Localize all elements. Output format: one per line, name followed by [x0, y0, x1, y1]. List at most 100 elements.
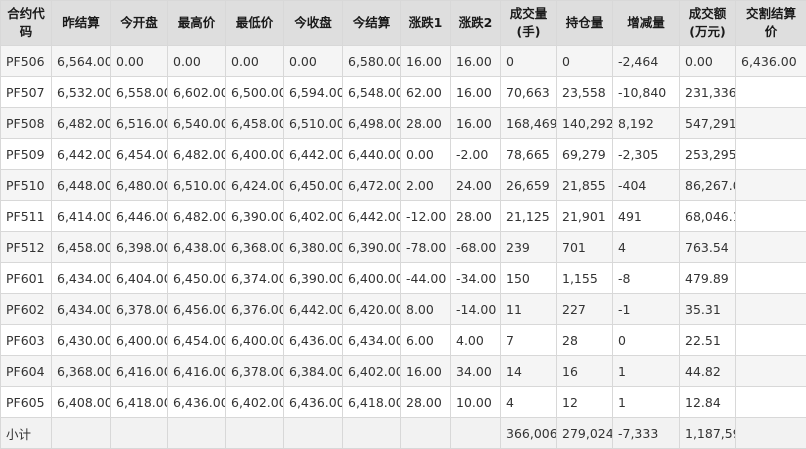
- cell-settlement: 6,434.00: [343, 325, 401, 356]
- column-header-low[interactable]: 最低价: [226, 1, 284, 46]
- cell-change2: 4.00: [451, 325, 501, 356]
- cell-oi-change: -2,305: [613, 139, 680, 170]
- cell-close: 6,450.00: [284, 170, 343, 201]
- column-header-oi-change[interactable]: 增减量: [613, 1, 680, 46]
- cell-high: 6,450.00: [168, 263, 226, 294]
- cell-turnover: 68,046.12: [680, 201, 736, 232]
- cell-change2: 16.00: [451, 46, 501, 77]
- cell-open-interest: 0: [557, 46, 613, 77]
- cell-contract-code: PF602: [1, 294, 52, 325]
- total-cell-close: [284, 418, 343, 449]
- column-header-open[interactable]: 今开盘: [111, 1, 168, 46]
- cell-change1: 28.00: [401, 387, 451, 418]
- cell-open-interest: 69,279: [557, 139, 613, 170]
- total-cell-volume: 366,006: [501, 418, 557, 449]
- cell-contract-code: PF507: [1, 77, 52, 108]
- column-header-prev-settlement[interactable]: 昨结算: [52, 1, 111, 46]
- cell-change1: -12.00: [401, 201, 451, 232]
- column-header-turnover[interactable]: 成交额(万元): [680, 1, 736, 46]
- cell-contract-code: PF604: [1, 356, 52, 387]
- cell-change1: 8.00: [401, 294, 451, 325]
- cell-close: 6,442.00: [284, 294, 343, 325]
- cell-low: 6,458.00: [226, 108, 284, 139]
- cell-prev-settlement: 6,434.00: [52, 263, 111, 294]
- column-header-contract-code[interactable]: 合约代码: [1, 1, 52, 46]
- cell-low: 6,424.00: [226, 170, 284, 201]
- total-cell-change1: [401, 418, 451, 449]
- cell-delivery-settlement: [736, 263, 806, 294]
- cell-high: 6,540.00: [168, 108, 226, 139]
- total-cell-turnover: 1,187,594.99: [680, 418, 736, 449]
- cell-close: 6,380.00: [284, 232, 343, 263]
- cell-volume: 70,663: [501, 77, 557, 108]
- cell-settlement: 6,440.00: [343, 139, 401, 170]
- cell-high: 6,456.00: [168, 294, 226, 325]
- column-header-change2[interactable]: 涨跌2: [451, 1, 501, 46]
- column-header-high[interactable]: 最高价: [168, 1, 226, 46]
- cell-contract-code: PF506: [1, 46, 52, 77]
- total-cell-open: [111, 418, 168, 449]
- cell-low: 6,378.00: [226, 356, 284, 387]
- column-header-change1[interactable]: 涨跌1: [401, 1, 451, 46]
- cell-high: 6,510.00: [168, 170, 226, 201]
- cell-prev-settlement: 6,408.00: [52, 387, 111, 418]
- cell-low: 0.00: [226, 46, 284, 77]
- cell-turnover: 547,291.73: [680, 108, 736, 139]
- cell-open-interest: 28: [557, 325, 613, 356]
- cell-prev-settlement: 6,442.00: [52, 139, 111, 170]
- cell-prev-settlement: 6,368.00: [52, 356, 111, 387]
- cell-close: 6,436.00: [284, 387, 343, 418]
- cell-delivery-settlement: [736, 77, 806, 108]
- cell-open: 6,446.00: [111, 201, 168, 232]
- cell-volume: 0: [501, 46, 557, 77]
- cell-oi-change: 4: [613, 232, 680, 263]
- cell-oi-change: -8: [613, 263, 680, 294]
- cell-change1: 62.00: [401, 77, 451, 108]
- total-cell-high: [168, 418, 226, 449]
- cell-change1: 16.00: [401, 46, 451, 77]
- cell-turnover: 44.82: [680, 356, 736, 387]
- cell-settlement: 6,442.00: [343, 201, 401, 232]
- cell-settlement: 6,420.00: [343, 294, 401, 325]
- cell-open: 6,398.00: [111, 232, 168, 263]
- column-header-close[interactable]: 今收盘: [284, 1, 343, 46]
- cell-close: 6,442.00: [284, 139, 343, 170]
- cell-volume: 14: [501, 356, 557, 387]
- cell-volume: 150: [501, 263, 557, 294]
- cell-prev-settlement: 6,482.00: [52, 108, 111, 139]
- cell-delivery-settlement: [736, 139, 806, 170]
- cell-change2: 34.00: [451, 356, 501, 387]
- cell-open: 6,480.00: [111, 170, 168, 201]
- cell-turnover: 763.54: [680, 232, 736, 263]
- column-header-settlement[interactable]: 今结算: [343, 1, 401, 46]
- header-row: 合约代码 昨结算 今开盘 最高价 最低价 今收盘 今结算 涨跌1 涨跌2 成交量…: [1, 1, 806, 46]
- cell-prev-settlement: 6,434.00: [52, 294, 111, 325]
- cell-settlement: 6,548.00: [343, 77, 401, 108]
- column-header-volume[interactable]: 成交量(手): [501, 1, 557, 46]
- cell-open-interest: 23,558: [557, 77, 613, 108]
- total-cell-low: [226, 418, 284, 449]
- cell-volume: 11: [501, 294, 557, 325]
- cell-prev-settlement: 6,564.00: [52, 46, 111, 77]
- column-header-open-interest[interactable]: 持仓量: [557, 1, 613, 46]
- column-header-delivery-settle[interactable]: 交割结算价: [736, 1, 806, 46]
- cell-oi-change: -404: [613, 170, 680, 201]
- cell-volume: 239: [501, 232, 557, 263]
- cell-turnover: 479.89: [680, 263, 736, 294]
- cell-prev-settlement: 6,458.00: [52, 232, 111, 263]
- cell-high: 6,482.00: [168, 139, 226, 170]
- cell-close: 0.00: [284, 46, 343, 77]
- cell-low: 6,500.00: [226, 77, 284, 108]
